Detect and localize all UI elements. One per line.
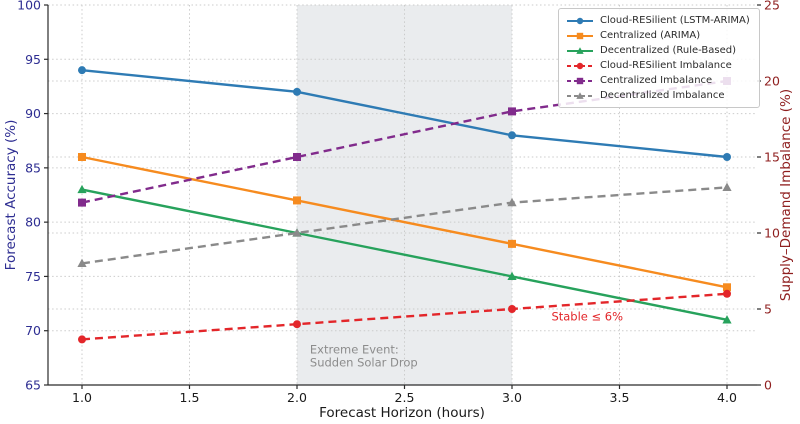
data-point-marker: [78, 335, 86, 344]
series-line: [81, 186, 728, 265]
data-point-marker: [507, 197, 517, 207]
data-point-marker: [508, 131, 516, 140]
data-point-marker: [576, 62, 584, 69]
series-line: [81, 292, 728, 341]
extreme-event-label-line2: Sudden Solar Drop: [310, 356, 418, 370]
data-point-marker: [293, 87, 301, 96]
legend-item-centralized-imbalance: Centralized Imbalance: [566, 73, 750, 88]
y-right-tick-label: 15: [764, 150, 780, 165]
legend-dashed-circle-icon: [567, 62, 593, 69]
data-point-marker: [293, 196, 301, 205]
legend-item-centralized-accuracy: Centralized (ARIMA): [566, 28, 750, 43]
x-tick-label: 1.5: [180, 390, 200, 405]
legend-label: Centralized (ARIMA): [600, 30, 701, 41]
data-point-marker: [293, 320, 301, 329]
y-left-tick-label: 70: [25, 323, 41, 338]
legend: Cloud-RESilient (LSTM-ARIMA) Centralized…: [558, 8, 760, 108]
y-right-tick-label: 5: [764, 302, 772, 317]
data-point-marker: [507, 271, 517, 281]
data-point-marker: [508, 305, 516, 313]
x-tick-label: 4.0: [717, 390, 737, 405]
data-point-marker: [576, 17, 584, 24]
y-right-tick-label: 10: [764, 226, 780, 241]
data-point-marker: [293, 153, 301, 161]
x-tick-label: 3.5: [610, 390, 630, 405]
data-point-marker: [722, 182, 732, 191]
data-point-marker: [78, 198, 86, 207]
data-point-marker: [576, 46, 584, 54]
legend-item-cloud-resilient-accuracy: Cloud-RESilient (LSTM-ARIMA): [566, 13, 750, 28]
legend-item-decentralized-imbalance: Decentralized Imbalance: [566, 88, 750, 103]
series-3: [78, 289, 731, 344]
legend-dashed-triangle-icon: [567, 91, 593, 99]
data-point-marker: [576, 77, 584, 84]
data-point-marker: [723, 289, 731, 298]
x-axis-label: Forecast Horizon (hours): [319, 405, 485, 421]
x-tick-label: 1.0: [72, 390, 92, 405]
data-point-marker: [576, 32, 584, 39]
series-line: [81, 188, 728, 322]
y-right-tick-label: 0: [764, 378, 772, 393]
y-left-tick-label: 65: [25, 378, 41, 393]
data-point-marker: [77, 184, 87, 194]
legend-label: Centralized Imbalance: [600, 75, 713, 86]
legend-dashed-square-icon: [567, 77, 593, 84]
data-point-marker: [78, 153, 86, 161]
legend-line-square-icon: [567, 32, 593, 39]
y-left-tick-label: 80: [25, 215, 41, 230]
data-point-marker: [292, 228, 302, 237]
data-point-marker: [78, 66, 86, 75]
x-tick-label: 2.0: [287, 390, 307, 405]
legend-line-triangle-icon: [567, 46, 593, 54]
series-0: [78, 66, 731, 161]
x-tick-label: 3.0: [502, 390, 522, 405]
y-right-tick-label: 20: [764, 74, 780, 89]
legend-item-decentralized-accuracy: Decentralized (Rule-Based): [566, 43, 750, 58]
data-point-marker: [508, 239, 516, 248]
legend-item-cloud-resilient-imbalance: Cloud-RESilient Imbalance: [566, 58, 750, 73]
y-left-tick-label: 85: [25, 160, 41, 175]
series-line: [81, 68, 728, 159]
extreme-event-label-line1: Extreme Event:: [310, 343, 399, 357]
legend-label: Decentralized Imbalance: [600, 90, 725, 101]
data-point-marker: [508, 107, 516, 116]
data-point-marker: [576, 91, 584, 99]
y-left-tick-label: 100: [17, 0, 41, 13]
data-point-marker: [723, 283, 731, 292]
y-right-tick-label: 25: [764, 0, 780, 13]
y-left-tick-label: 95: [25, 52, 41, 67]
legend-label: Cloud-RESilient Imbalance: [600, 60, 732, 71]
y-right-axis-label: Supply–Demand Imbalance (%): [778, 89, 794, 301]
data-point-marker: [722, 315, 732, 324]
legend-label: Decentralized (Rule-Based): [600, 45, 737, 56]
series-5: [77, 182, 732, 267]
stable-annotation: Stable ≤ 6%: [551, 310, 623, 324]
legend-label: Cloud-RESilient (LSTM-ARIMA): [600, 15, 750, 26]
data-point-marker: [77, 258, 87, 267]
x-tick-label: 2.5: [395, 390, 415, 405]
y-left-tick-label: 90: [25, 106, 41, 121]
y-left-tick-label: 75: [25, 269, 41, 284]
data-point-marker: [723, 153, 731, 161]
legend-line-circle-icon: [567, 17, 593, 24]
y-left-axis-label: Forecast Accuracy (%): [3, 120, 19, 271]
